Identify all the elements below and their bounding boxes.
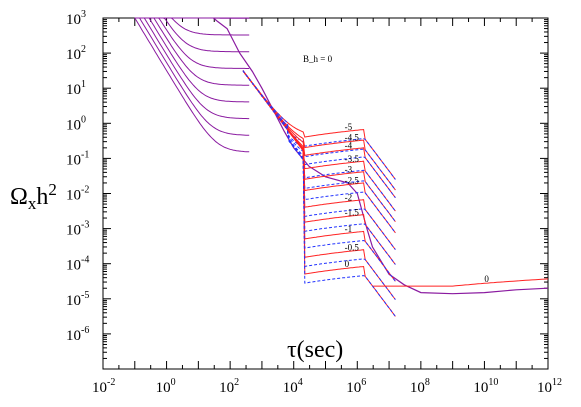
curve-solid	[242, 70, 396, 180]
curve-fan	[134, 17, 250, 120]
curve-label: 0	[345, 259, 350, 269]
x-tick-label: 10-2	[92, 377, 115, 396]
curve-label: -3.5	[345, 154, 360, 164]
curve-fan	[134, 17, 250, 136]
curve-label: -4	[345, 140, 353, 150]
curve-solid	[242, 70, 396, 300]
curve-solid-long	[373, 278, 549, 287]
plot-curves	[134, 17, 549, 317]
x-tick-label: 100	[156, 377, 176, 396]
axis-ticks	[102, 17, 549, 370]
curve-solid	[242, 70, 396, 222]
y-tick-label: 101	[66, 79, 86, 98]
x-tick-label: 1010	[473, 377, 498, 396]
x-tick-label: 104	[283, 377, 303, 396]
curve-fan	[134, 17, 250, 36]
curve-label: -2	[345, 192, 353, 202]
x-tick-label: 102	[219, 377, 239, 396]
curve-dashed	[242, 70, 396, 180]
curve-dashed	[242, 70, 396, 222]
curve-label: -3	[345, 164, 353, 174]
curve-fan	[134, 17, 250, 153]
curve-label: -1.5	[345, 207, 360, 217]
curve-label: -4.5	[345, 133, 360, 143]
curve-fan	[134, 17, 250, 69]
x-axis-label: τ(sec)	[287, 337, 343, 363]
y-axis-label: Ωxh2	[10, 180, 57, 213]
y-tick-labels: 103 102 101 100 10-1 10-2 10-3 10-4 10-5 10-6	[66, 9, 89, 344]
curve-label: -2.5	[345, 176, 360, 186]
curve-label: -1	[345, 224, 353, 234]
curve-solid	[242, 70, 396, 317]
y-tick-label: 10-2	[66, 185, 89, 204]
curve-envelope	[213, 17, 549, 295]
y-tick-label: 10-1	[66, 149, 89, 168]
y-tick-label: 102	[66, 44, 86, 63]
envelope-label: B_h = 0	[303, 54, 333, 64]
plot-frame	[102, 17, 549, 370]
y-tick-label: 100	[66, 114, 86, 133]
curve-label: -5	[345, 122, 353, 132]
y-tick-label: 10-5	[66, 290, 89, 309]
y-tick-label: 10-3	[66, 220, 89, 239]
curve-label: -0.5	[345, 242, 360, 252]
y-tick-label: 10-6	[66, 325, 89, 344]
curve-solid	[242, 70, 396, 212]
curve-fan	[134, 17, 250, 103]
x-tick-label: 1012	[537, 377, 562, 396]
x-tick-labels: 10-2 100 102 104 106 108 1010 1012	[92, 377, 562, 396]
curve-solid	[242, 70, 396, 199]
curve-dashed	[242, 70, 396, 300]
curve-dashed	[242, 70, 396, 212]
y-tick-label: 103	[66, 9, 86, 28]
curve-dashed	[242, 70, 396, 199]
y-tick-label: 10-4	[66, 255, 89, 274]
x-tick-label: 106	[346, 377, 366, 396]
curve-dashed	[242, 70, 396, 317]
x-tick-label: 108	[410, 377, 430, 396]
annotation-label: 0	[484, 274, 489, 284]
curve-labels: -5-4.5-4 -3.5-3 -2.5 -2 -1.5 -1 -0.5 0 0 B_h = 0	[303, 54, 489, 284]
